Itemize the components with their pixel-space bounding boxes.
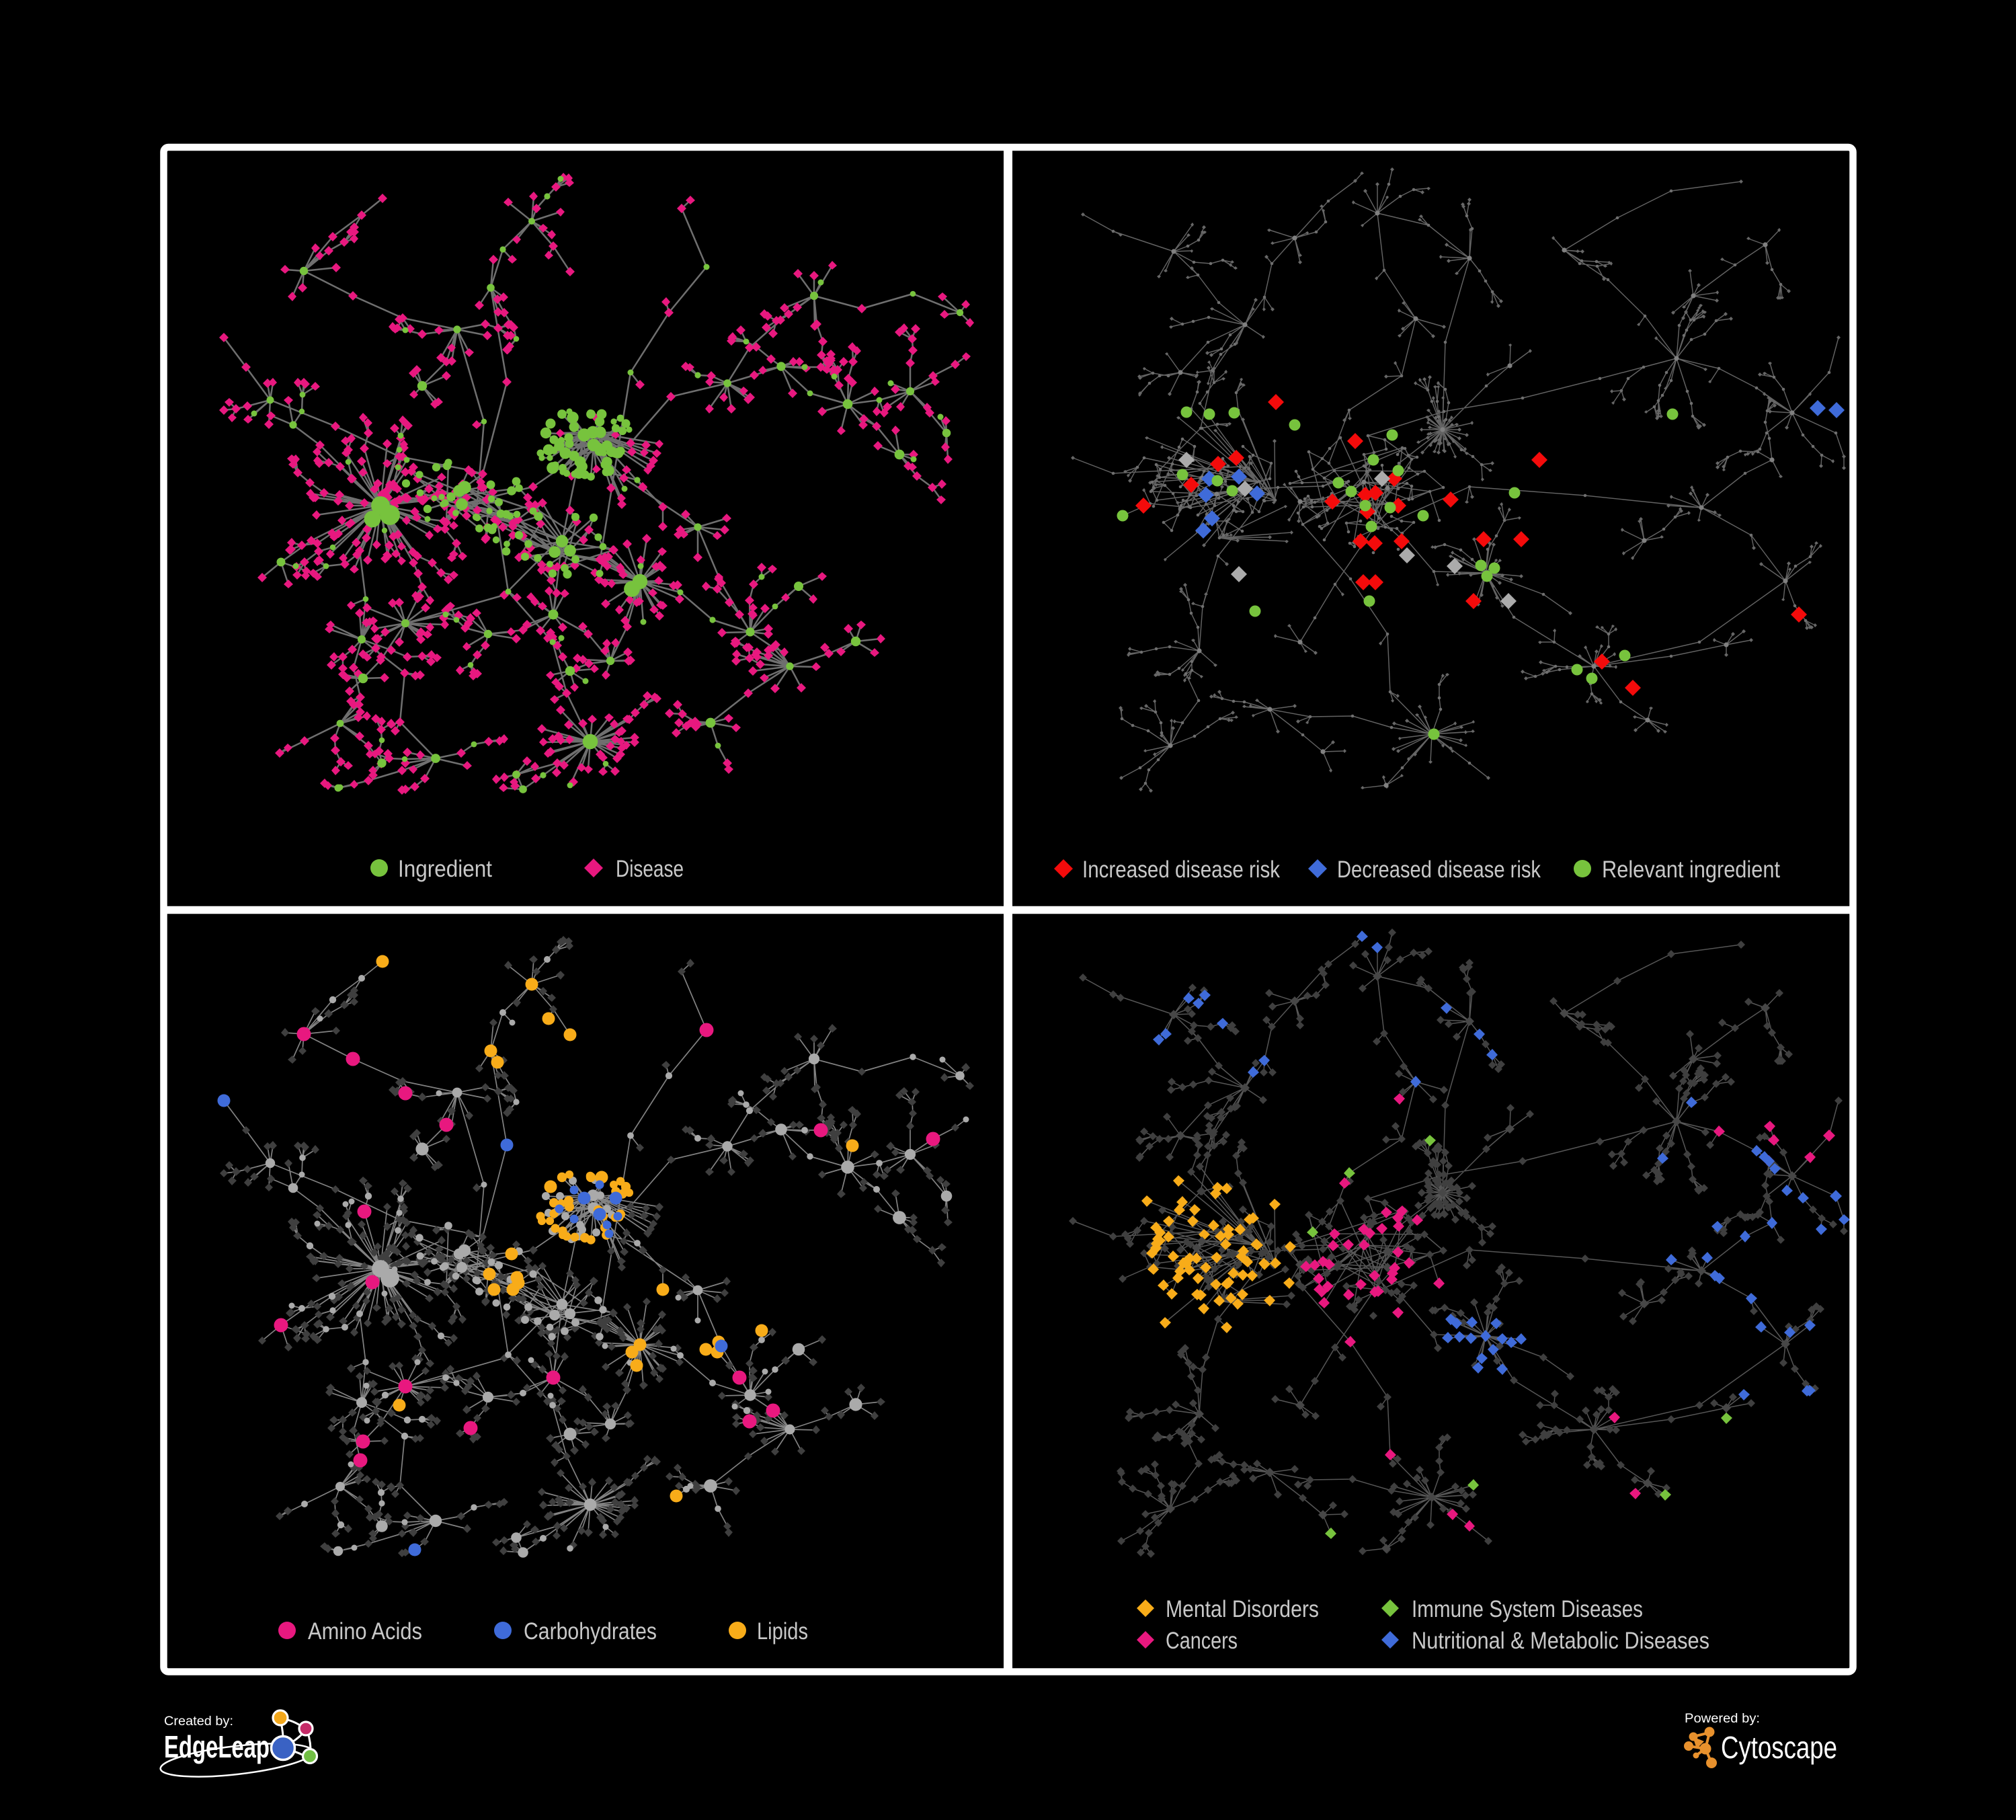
svg-text:Decreased disease risk: Decreased disease risk xyxy=(1337,857,1541,883)
svg-text:Increased disease risk: Increased disease risk xyxy=(1082,857,1280,883)
svg-text:EdgeLeap: EdgeLeap xyxy=(164,1729,270,1764)
svg-text:Disease: Disease xyxy=(616,856,684,882)
svg-text:Cytoscape: Cytoscape xyxy=(1721,1730,1837,1765)
svg-text:Nutritional & Metabolic Diseas: Nutritional & Metabolic Diseases xyxy=(1412,1628,1709,1654)
svg-text:Created by:: Created by: xyxy=(164,1714,233,1729)
svg-text:Carbohydrates: Carbohydrates xyxy=(524,1618,657,1645)
svg-text:Cancers: Cancers xyxy=(1166,1628,1238,1654)
svg-text:Mental Disorders: Mental Disorders xyxy=(1166,1596,1319,1622)
svg-text:Immune System Diseases: Immune System Diseases xyxy=(1412,1596,1643,1622)
svg-text:Ingredient: Ingredient xyxy=(398,856,492,882)
svg-text:Powered by:: Powered by: xyxy=(1685,1712,1760,1726)
svg-text:Amino Acids: Amino Acids xyxy=(308,1618,422,1645)
svg-text:Relevant ingredient: Relevant ingredient xyxy=(1602,857,1780,883)
svg-text:Lipids: Lipids xyxy=(757,1618,808,1645)
